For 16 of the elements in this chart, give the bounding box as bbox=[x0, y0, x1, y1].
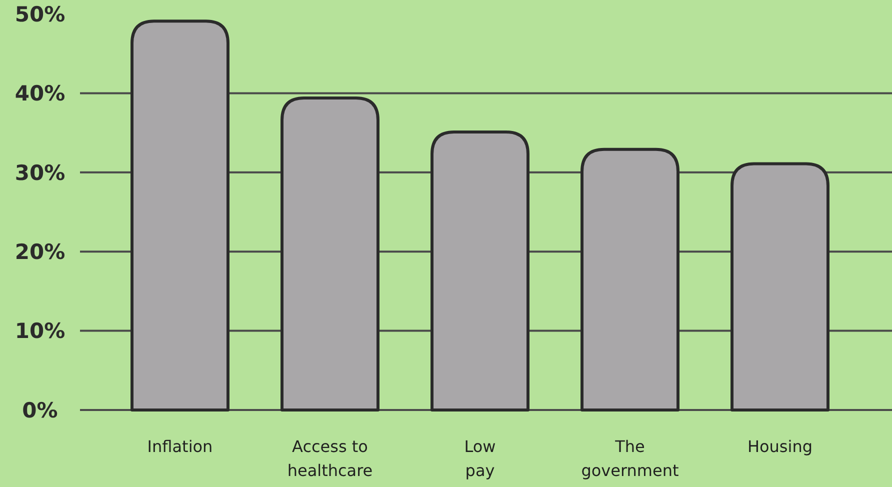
bar bbox=[280, 96, 380, 412]
y-tick-label: 20% bbox=[14, 240, 66, 264]
x-tick-label: Low pay bbox=[464, 437, 496, 480]
bar bbox=[430, 130, 530, 412]
bar bbox=[730, 162, 830, 412]
y-tick-label: 40% bbox=[14, 82, 66, 106]
x-tick-label: Housing bbox=[747, 437, 813, 456]
x-tick-label: The government bbox=[581, 437, 679, 480]
bar bbox=[130, 20, 230, 412]
y-tick-label: 50% bbox=[14, 2, 66, 26]
x-tick-label: Inflation bbox=[147, 437, 213, 456]
x-tick-label: Access to healthcare bbox=[287, 437, 373, 480]
bar bbox=[580, 148, 680, 412]
y-tick-label: 30% bbox=[14, 160, 66, 185]
y-tick-label: 10% bbox=[14, 319, 66, 344]
y-tick-label: 0% bbox=[22, 398, 58, 422]
